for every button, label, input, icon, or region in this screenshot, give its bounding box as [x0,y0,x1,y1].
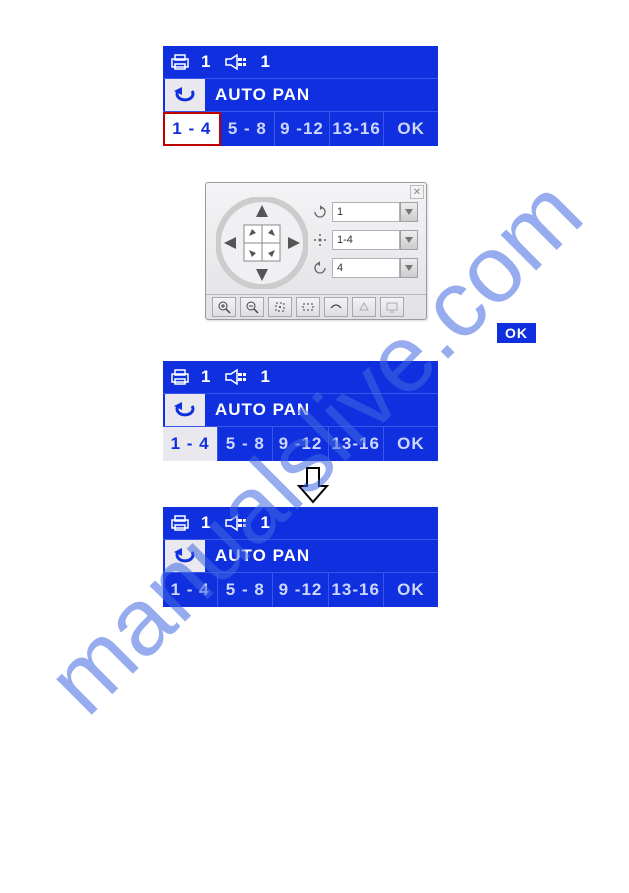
chevron-down-icon[interactable] [400,258,418,278]
printer-number: 1 [201,513,210,533]
tab-1-4[interactable]: 1 - 4 [163,573,218,607]
speaker-number: 1 [260,367,269,387]
preset-end-combo[interactable]: 4 [332,258,400,278]
speaker-icon [224,368,250,386]
tab-ok[interactable]: OK [384,112,438,146]
undo-button[interactable] [165,394,205,426]
menubar-2-status-row: 1 1 [163,361,438,394]
up-button[interactable] [352,297,376,317]
chevron-down-icon[interactable] [400,202,418,222]
speaker-number: 1 [260,52,269,72]
autopan-button[interactable] [324,297,348,317]
focus-far-button[interactable] [296,297,320,317]
tab-13-16[interactable]: 13-16 [329,573,384,607]
rotate-ccw-icon [312,260,328,276]
center-cross-icon [312,232,328,248]
menubar-2: 1 1 AUTO PAN 1 - 4 5 - 8 9 -12 13-16 OK [163,361,438,461]
tab-1-4[interactable]: 1 - 4 [163,112,221,146]
tab-9-12[interactable]: 9 -12 [273,573,328,607]
ptz-control-panel: ✕ 1 1-4 4 [205,182,427,320]
printer-icon [169,368,191,386]
mode-label: AUTO PAN [215,85,310,105]
tab-9-12[interactable]: 9 -12 [273,427,328,461]
tab-9-12[interactable]: 9 -12 [275,112,330,146]
preset-start-row: 1 [312,201,418,223]
speaker-icon [224,514,250,532]
undo-button[interactable] [165,79,205,111]
mode-label: AUTO PAN [215,400,310,420]
menubar-1-status-row: 1 1 [163,46,438,79]
menubar-1-mode-row: AUTO PAN [163,79,438,112]
preset-end-row: 4 [312,257,418,279]
tab-5-8[interactable]: 5 - 8 [221,112,276,146]
ptz-wheel[interactable] [216,197,308,289]
menubar-3-status-row: 1 1 [163,507,438,540]
preset-start-combo[interactable]: 1 [332,202,400,222]
tab-1-4[interactable]: 1 - 4 [163,427,218,461]
printer-number: 1 [201,52,210,72]
preset-range-row: 1-4 [312,229,418,251]
close-icon[interactable]: ✕ [410,185,424,199]
tab-5-8[interactable]: 5 - 8 [218,427,273,461]
chevron-down-icon[interactable] [400,230,418,250]
tab-ok[interactable]: OK [384,573,438,607]
monitor-button[interactable] [380,297,404,317]
speaker-icon [224,53,250,71]
preset-range-combo[interactable]: 1-4 [332,230,400,250]
zoom-in-button[interactable] [212,297,236,317]
menubar-2-tabs: 1 - 4 5 - 8 9 -12 13-16 OK [163,427,438,461]
menubar-3: 1 1 AUTO PAN 1 - 4 5 - 8 9 -12 13-16 OK [163,507,438,607]
panel-toolbar [206,294,426,319]
menubar-1-tabs: 1 - 4 5 - 8 9 -12 13-16 OK [163,112,438,146]
speaker-number: 1 [260,513,269,533]
tab-13-16[interactable]: 13-16 [329,427,384,461]
mode-label: AUTO PAN [215,546,310,566]
focus-near-button[interactable] [268,297,292,317]
ok-badge: OK [497,323,536,343]
menubar-2-mode-row: AUTO PAN [163,394,438,427]
rotate-cw-icon [312,204,328,220]
printer-icon [169,514,191,532]
tab-13-16[interactable]: 13-16 [330,112,385,146]
menubar-3-mode-row: AUTO PAN [163,540,438,573]
undo-button[interactable] [165,540,205,572]
down-arrow-icon [293,464,333,504]
menubar-3-tabs: 1 - 4 5 - 8 9 -12 13-16 OK [163,573,438,607]
printer-icon [169,53,191,71]
zoom-out-button[interactable] [240,297,264,317]
tab-ok[interactable]: OK [384,427,438,461]
tab-5-8[interactable]: 5 - 8 [218,573,273,607]
menubar-1: 1 1 AUTO PAN 1 - 4 5 - 8 9 -12 13-16 OK [163,46,438,146]
printer-number: 1 [201,367,210,387]
